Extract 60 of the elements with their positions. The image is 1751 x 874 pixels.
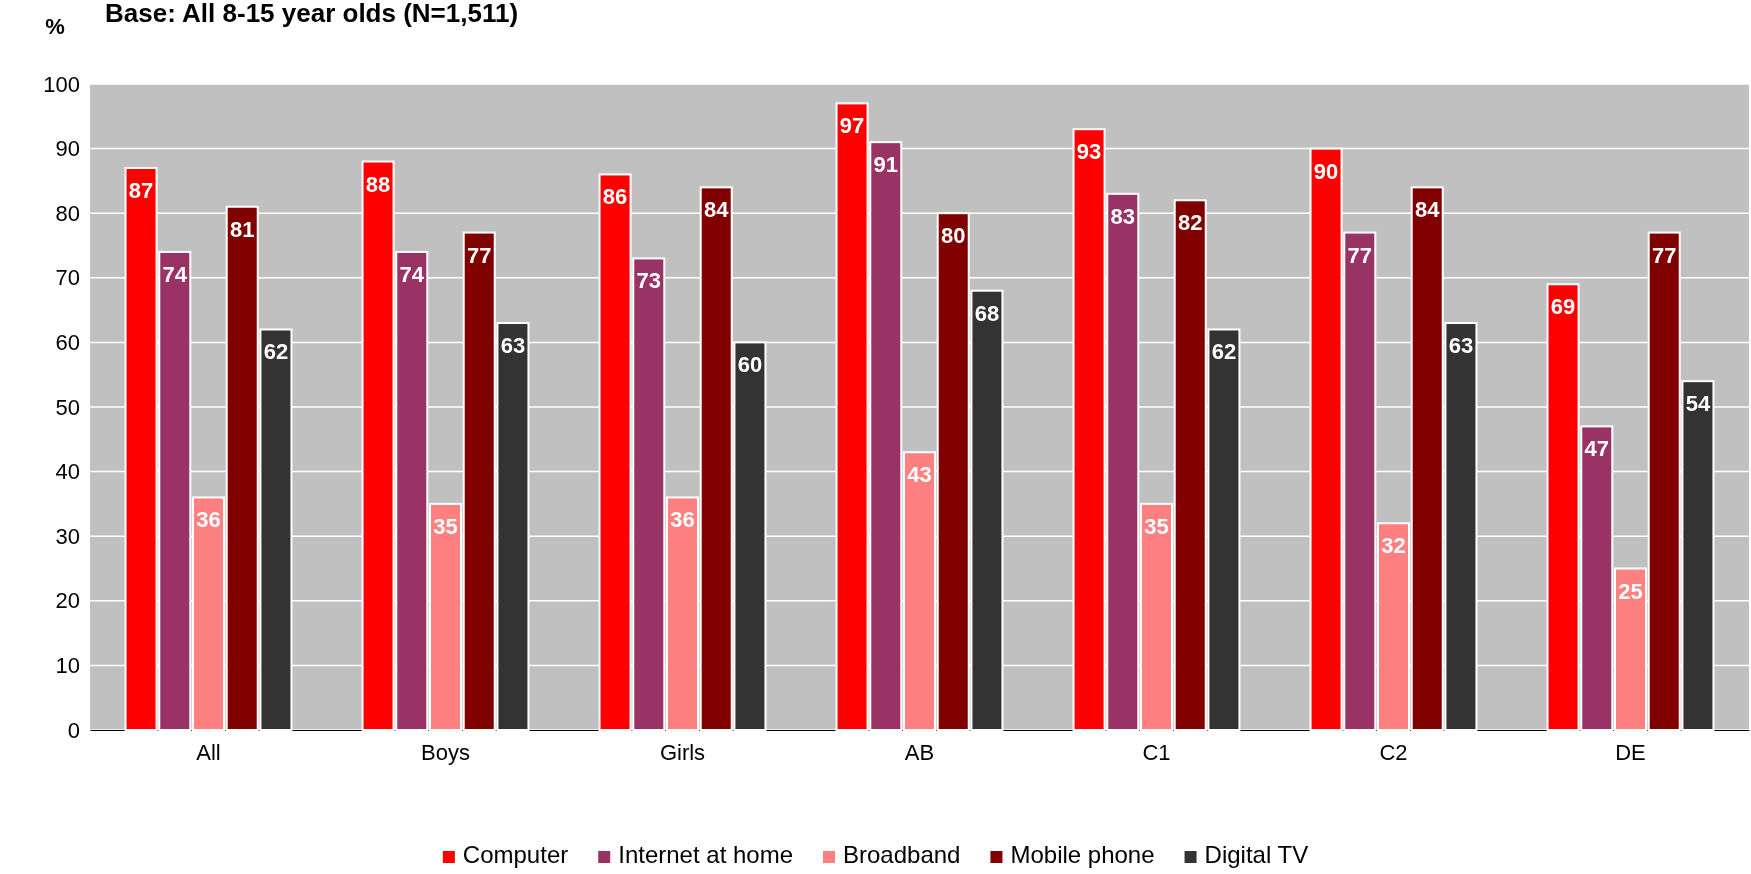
x-tick-label: AB [904, 739, 935, 765]
data-label: 74 [162, 261, 188, 287]
data-label: 25 [1618, 578, 1643, 604]
y-tick-label: 80 [55, 200, 80, 226]
y-tick-label: 60 [55, 329, 80, 355]
data-label: 86 [602, 184, 628, 210]
data-label: 93 [1076, 139, 1102, 165]
x-tick-label: DE [1615, 739, 1646, 765]
data-label: 54 [1685, 391, 1711, 417]
data-label: 62 [1211, 339, 1237, 365]
data-label: 63 [500, 333, 526, 359]
data-label: 88 [365, 171, 391, 197]
data-label: 77 [466, 242, 492, 268]
legend-label: Computer [462, 841, 569, 868]
data-label: 47 [1584, 436, 1610, 462]
data-label: 74 [399, 261, 425, 287]
data-label: 73 [636, 268, 662, 294]
legend-label: Broadband [843, 841, 961, 868]
legend-label: Digital TV [1204, 841, 1309, 868]
y-tick-label: 0 [67, 717, 80, 743]
data-label: 43 [907, 462, 932, 488]
data-label: 84 [703, 197, 730, 223]
x-tick-label: C2 [1379, 739, 1408, 765]
data-label: 80 [940, 223, 966, 249]
data-label: 82 [1177, 210, 1203, 236]
y-axis-title: % [45, 14, 65, 39]
y-tick-label: 70 [55, 265, 80, 291]
data-label: 83 [1110, 203, 1136, 229]
y-tick-label: 30 [55, 523, 80, 549]
x-tick-label: C1 [1142, 739, 1171, 765]
legend-label: Mobile phone [1010, 841, 1155, 868]
x-tick-label: Boys [421, 739, 470, 765]
data-label: 32 [1381, 533, 1406, 559]
x-tick-label: All [196, 739, 221, 765]
y-tick-label: 20 [55, 588, 80, 614]
data-label: 97 [839, 113, 865, 139]
y-tick-label: 100 [43, 71, 80, 97]
legend-label: Internet at home [618, 841, 794, 868]
data-label: 91 [873, 152, 899, 178]
data-label: 60 [737, 352, 763, 378]
data-label: 68 [974, 300, 1000, 326]
x-tick-label: Girls [659, 739, 706, 765]
y-tick-label: 50 [55, 394, 80, 420]
data-label: 87 [128, 177, 154, 203]
data-label: 36 [196, 507, 221, 533]
data-label: 77 [1651, 242, 1677, 268]
y-tick-label: 10 [55, 652, 80, 678]
data-label: 35 [1144, 513, 1169, 539]
data-label: 36 [670, 507, 695, 533]
y-tick-label: 90 [55, 136, 80, 162]
chart-title: Base: All 8-15 year olds (N=1,511) [105, 0, 519, 28]
data-label: 81 [229, 216, 255, 242]
data-label: 62 [263, 339, 289, 365]
data-label: 90 [1313, 158, 1339, 184]
data-label: 63 [1448, 333, 1474, 359]
data-label: 77 [1347, 242, 1373, 268]
data-label: 84 [1414, 197, 1441, 223]
data-label: 35 [433, 513, 458, 539]
y-tick-label: 40 [55, 459, 80, 485]
data-label: 69 [1550, 294, 1576, 320]
